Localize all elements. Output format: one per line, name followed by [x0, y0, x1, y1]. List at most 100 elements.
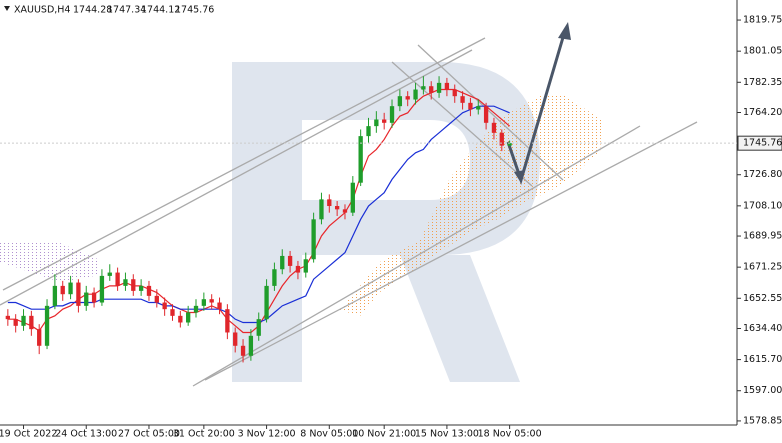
y-tick-label: 1689.95	[743, 231, 782, 242]
candle-body	[131, 279, 136, 291]
ohlc-low: 1744.12	[141, 5, 180, 16]
candle-body	[287, 255, 293, 266]
candle-body	[138, 285, 144, 291]
candle-body	[460, 96, 465, 103]
x-tick-label: 15 Nov 13:00	[415, 429, 479, 440]
candle-body	[225, 309, 230, 333]
plot	[5, 76, 512, 363]
ohlc-high: 1747.34	[107, 5, 146, 16]
candle-body	[13, 319, 18, 326]
candle-body	[444, 82, 450, 90]
candle-body	[170, 309, 175, 316]
candle-body	[5, 315, 10, 320]
candle-body	[327, 199, 332, 207]
candle-body	[162, 302, 167, 310]
y-tick-label: 1578.85	[743, 415, 782, 426]
x-tick-label: 31 Oct 20:00	[173, 429, 235, 440]
forecast-arrows	[506, 22, 571, 185]
candle-body	[389, 106, 395, 123]
candle-body	[76, 282, 81, 306]
y-tick-label: 1671.25	[743, 262, 782, 273]
candle-body	[186, 312, 191, 323]
x-tick-label: 3 Nov 12:00	[238, 429, 296, 440]
candle-body	[115, 272, 120, 286]
candle-body	[272, 269, 277, 286]
y-tick-label: 1764.20	[743, 107, 782, 118]
current-price-label: 1745.76	[743, 138, 782, 149]
candle-body	[68, 282, 73, 295]
candle-body	[99, 275, 105, 303]
candle-body	[483, 106, 489, 123]
candle-body	[507, 143, 512, 146]
candle-body	[123, 279, 128, 286]
candle-body	[358, 136, 363, 183]
y-tick-label: 1819.75	[743, 15, 782, 26]
candle-body	[154, 295, 159, 303]
candle-body	[44, 305, 50, 346]
candle-body	[405, 96, 410, 100]
candle-body	[476, 106, 481, 110]
candle-body	[350, 182, 355, 213]
candle-body	[397, 96, 403, 107]
candle-body	[429, 86, 434, 93]
ohlc-close: 1745.76	[175, 5, 214, 16]
candle-body	[217, 302, 222, 310]
candle-body	[256, 319, 261, 336]
symbol-title: XAUUSD,H4	[14, 5, 70, 16]
candle-body	[178, 315, 183, 323]
candle-body	[209, 299, 214, 303]
x-tick-label: 18 Nov 05:00	[478, 429, 542, 440]
candle-body	[436, 82, 442, 93]
y-tick-label: 1726.80	[743, 169, 782, 180]
candle-body	[499, 132, 504, 146]
candle-body	[374, 119, 379, 127]
y-tick-label: 1708.10	[743, 200, 782, 211]
trend-lines	[0, 37, 698, 387]
candle-body	[303, 259, 308, 273]
candle-body	[146, 285, 152, 296]
candle-body	[60, 285, 65, 295]
candle-body	[280, 255, 285, 270]
candle-body	[413, 89, 418, 100]
candle-body	[342, 209, 348, 213]
candle-body	[468, 102, 473, 110]
candle-body	[366, 126, 371, 137]
ichimoku-cloud	[340, 96, 602, 316]
candle-body	[233, 332, 238, 346]
candle-body	[21, 315, 26, 326]
candle-body	[452, 89, 457, 97]
candle-body	[107, 272, 112, 276]
candle-body	[37, 329, 42, 346]
current-price-box	[737, 135, 782, 151]
candle-body	[264, 285, 269, 320]
candle-body	[248, 335, 254, 356]
candle-body	[91, 292, 97, 303]
candle-body	[52, 285, 58, 306]
candle-body	[84, 292, 89, 306]
candle-body	[421, 86, 426, 90]
candle-body	[382, 119, 387, 123]
candle-body	[319, 199, 324, 220]
x-tick-label: 24 Oct 13:00	[55, 429, 117, 440]
y-tick-label: 1634.40	[743, 323, 782, 334]
ohlc-open: 1744.28	[73, 5, 112, 16]
x-tick-label: 8 Nov 05:00	[300, 429, 358, 440]
x-tick-label: 10 Nov 21:00	[352, 429, 416, 440]
y-tick-label: 1801.05	[743, 46, 782, 57]
candle-body	[334, 206, 340, 210]
y-tick-label: 1615.70	[743, 354, 782, 365]
candle-body	[295, 265, 301, 273]
candle-body	[29, 315, 34, 330]
candle-body	[193, 305, 199, 313]
y-tick-label: 1652.55	[743, 293, 782, 304]
x-tick-label: 27 Oct 05:00	[118, 429, 180, 440]
y-tick-label: 1782.35	[743, 77, 782, 88]
candle-body	[491, 122, 497, 133]
candle-body	[240, 345, 246, 356]
candle-body	[201, 299, 207, 306]
y-tick-label: 1597.00	[743, 385, 782, 396]
candle-body	[311, 219, 316, 260]
x-tick-label: 19 Oct 2022	[0, 429, 57, 440]
